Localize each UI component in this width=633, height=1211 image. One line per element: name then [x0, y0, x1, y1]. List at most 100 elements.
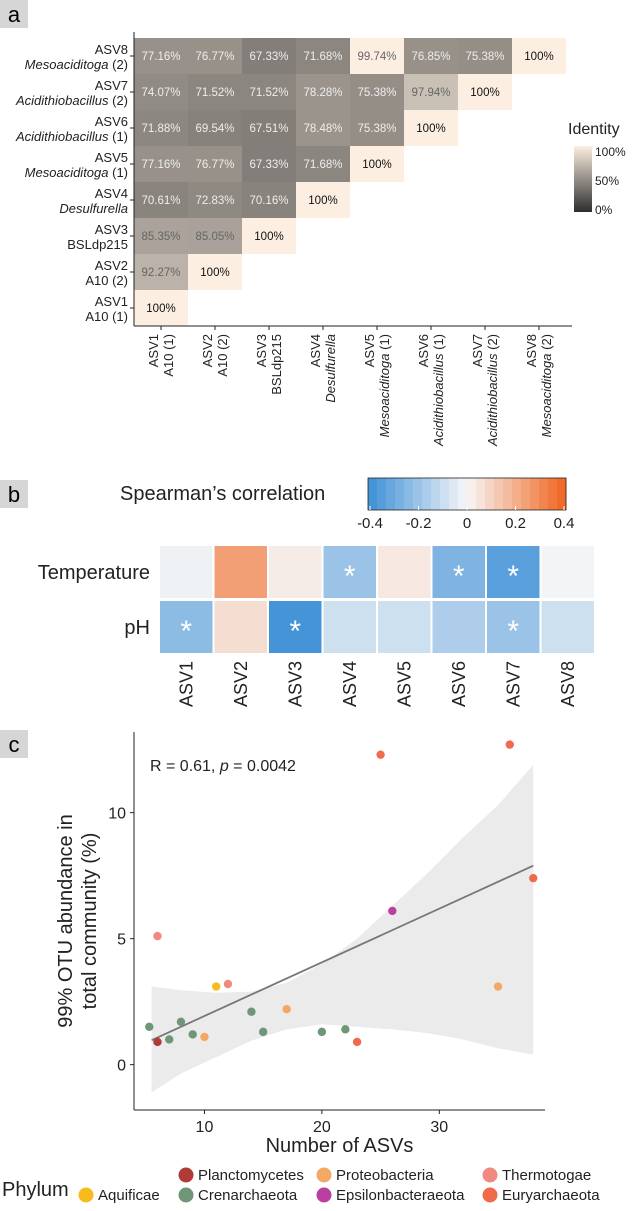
- correlation-heatmap: Temperature * * * pH * * * ASV1 ASV2 ASV3 ASV4 ASV5 A…: [38, 546, 594, 707]
- identity-col-label: ASV4 Desulfurella: [308, 334, 338, 403]
- identity-row-taxon-italic: Acidithiobacillus: [15, 129, 109, 144]
- identity-row-asv: ASV5: [95, 150, 128, 165]
- identity-row-taxon-italic: Mesoaciditoga: [25, 165, 109, 180]
- identity-col-taxon-italic: Mesoaciditoga: [377, 354, 392, 438]
- identity-col-asv: ASV7: [470, 334, 485, 367]
- identity-col-taxon-italic: Acidithiobacillus: [485, 353, 500, 447]
- identity-cell: [296, 110, 350, 146]
- identity-cell: [296, 146, 350, 182]
- significance-star: *: [289, 615, 301, 648]
- correlation-cell: [269, 546, 322, 598]
- correlation-cell: [432, 546, 485, 598]
- identity-cell: [134, 38, 188, 74]
- identity-row-taxon-italic: Mesoaciditoga: [25, 57, 109, 72]
- identity-col-asv: ASV3: [254, 334, 269, 367]
- identity-cell-label: 76.77%: [195, 51, 234, 63]
- scatter-point: [188, 1030, 197, 1039]
- identity-col-asv: ASV4: [308, 334, 323, 367]
- panel-a: a 100% 92.27% 100% 85.35% 85.05% 100% 70.61% 72…: [0, 0, 626, 447]
- identity-cell-label: 71.68%: [303, 51, 342, 63]
- scatter-point: [153, 1037, 162, 1047]
- phylum-legend-label: Crenarchaeota: [198, 1187, 298, 1204]
- scatter-x-tick-label: 30: [430, 1119, 448, 1136]
- correlation-legend-swatch: [386, 478, 396, 510]
- identity-cell: [350, 146, 404, 182]
- significance-star: *: [344, 560, 356, 593]
- identity-row-asv: ASV1: [95, 294, 128, 309]
- phylum-legend-swatch: [316, 1167, 332, 1183]
- identity-col-taxon-rest: (1): [431, 334, 446, 354]
- identity-row-taxon-rest: A10 (1): [85, 309, 128, 324]
- correlation-legend-tick: -0.2: [406, 515, 432, 532]
- correlation-legend-tick: -0.4: [357, 515, 383, 532]
- identity-cell-label: 78.28%: [303, 87, 342, 99]
- identity-row-taxon-italic: Desulfurella: [59, 201, 128, 216]
- identity-cell: [242, 74, 296, 110]
- identity-cell: [134, 254, 188, 290]
- correlation-cell: [214, 601, 267, 653]
- correlation-legend-swatch: [422, 478, 432, 510]
- scatter-point: [352, 1037, 362, 1047]
- identity-cell: [134, 74, 188, 110]
- identity-col-taxon-rest: A10 (1): [161, 334, 176, 377]
- correlation-cell: [432, 601, 485, 653]
- identity-cell-label: 99.74%: [357, 51, 396, 63]
- identity-cell: [242, 110, 296, 146]
- correlation-col-label: ASV1: [176, 661, 196, 707]
- identity-legend-tick: 50%: [595, 174, 619, 188]
- identity-cell-label: 75.38%: [357, 87, 396, 99]
- identity-col-taxon: Mesoaciditoga (1): [377, 334, 392, 437]
- identity-row-taxon: Mesoaciditoga (2): [25, 57, 128, 72]
- identity-cell: [134, 218, 188, 254]
- identity-cell-label: 69.54%: [195, 123, 234, 135]
- identity-legend: Identity 100% 50% 0%: [568, 121, 626, 217]
- phylum-legend-label: Thermotogae: [502, 1167, 591, 1184]
- correlation-cell: [487, 546, 540, 598]
- significance-star: *: [507, 615, 519, 648]
- scatter-y-tick-label: 10: [108, 806, 126, 823]
- identity-cell: [134, 182, 188, 218]
- correlation-cell: [487, 601, 540, 653]
- identity-heatmap: 100% 92.27% 100% 85.35% 85.05% 100% 70.61% 72.8…: [15, 32, 572, 447]
- identity-cell: [458, 38, 512, 74]
- identity-col-asv: ASV8: [524, 334, 539, 367]
- correlation-cell: [269, 601, 322, 653]
- identity-cell-label: 67.51%: [249, 123, 288, 135]
- identity-col-taxon: Acidithiobacillus (2): [485, 334, 500, 447]
- significance-star: *: [507, 560, 519, 593]
- scatter-point: [223, 979, 233, 989]
- correlation-cell: [160, 601, 213, 653]
- identity-col-taxon: Acidithiobacillus (1): [431, 334, 446, 447]
- identity-cell-label: 100%: [524, 51, 553, 63]
- phylum-legend-label: Proteobacteria: [336, 1167, 434, 1184]
- identity-cell: [404, 110, 458, 146]
- identity-row-taxon: Mesoaciditoga (1): [25, 165, 128, 180]
- scatter-y-tick-label: 5: [117, 932, 126, 949]
- identity-cell: [350, 74, 404, 110]
- scatter-point: [505, 740, 514, 749]
- identity-cell-label: 100%: [146, 303, 175, 315]
- identity-col-taxon: Desulfurella: [323, 334, 338, 403]
- regression-line: [151, 864, 534, 1041]
- identity-cell: [242, 182, 296, 218]
- identity-col-taxon-rest: (1): [377, 334, 392, 354]
- identity-cell-label: 100%: [308, 195, 337, 207]
- identity-cell: [188, 218, 242, 254]
- identity-col-label: ASV2 A10 (2): [200, 334, 230, 377]
- panel-c: c 10 20 30 0 5 10 Number of ASVs 99% OTU abunda…: [0, 730, 600, 1204]
- identity-col-taxon-rest: (2): [485, 334, 500, 354]
- identity-row-taxon-rest: (1): [109, 129, 129, 144]
- identity-row-taxon: A10 (2): [85, 273, 128, 288]
- identity-cell-label: 77.16%: [141, 51, 180, 63]
- identity-row-asv: ASV2: [95, 258, 128, 273]
- identity-legend-tick: 100%: [595, 145, 626, 159]
- scatter-x-title: Number of ASVs: [266, 1135, 414, 1157]
- correlation-cell: [323, 546, 376, 598]
- correlation-col-label: ASV5: [394, 661, 414, 707]
- correlation-legend-swatch: [557, 478, 567, 510]
- identity-cell-label: 77.16%: [141, 159, 180, 171]
- identity-cell-label: 78.48%: [303, 123, 342, 135]
